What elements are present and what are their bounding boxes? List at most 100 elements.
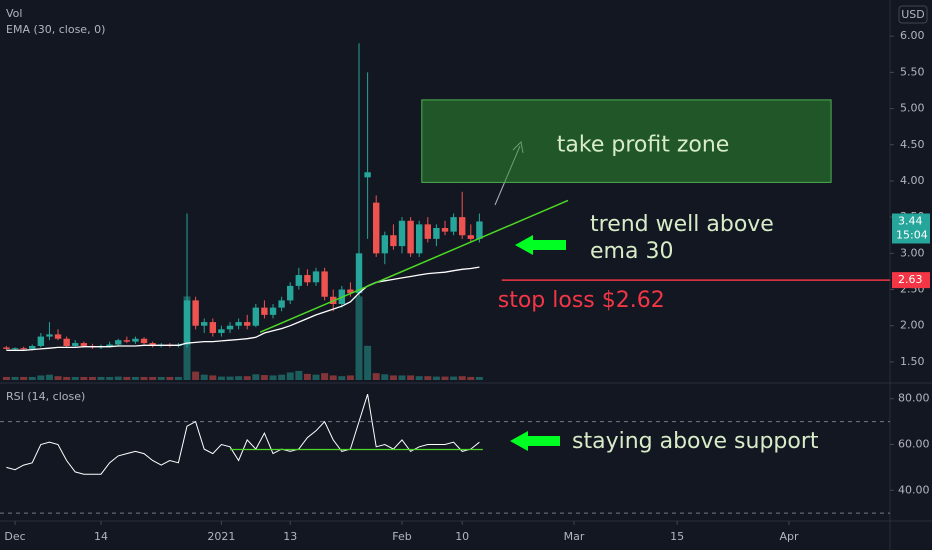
candle-body — [450, 217, 457, 232]
candle-body — [278, 300, 285, 308]
volume-bar — [243, 376, 251, 380]
y-tick-label: 3.00 — [900, 246, 925, 259]
candle-body — [458, 217, 466, 236]
candle-body — [364, 172, 371, 178]
ema-title: EMA (30, close, 0) — [6, 23, 105, 36]
volume-bar — [45, 374, 53, 380]
volume-bar — [63, 376, 71, 380]
candle-body — [347, 289, 354, 294]
candle-body — [312, 271, 320, 283]
volume-bar — [381, 374, 389, 380]
ema-line — [6, 266, 480, 351]
volume-bar — [346, 375, 354, 380]
volume-bar — [312, 374, 320, 380]
volume-bar — [286, 372, 294, 380]
volume-bar — [372, 373, 380, 380]
volume-bar — [432, 376, 440, 380]
volume-bar — [235, 376, 243, 380]
candle-body — [192, 300, 199, 326]
candle-body — [209, 322, 217, 333]
candle-body — [373, 202, 380, 254]
volume-bar — [37, 375, 45, 380]
candle-body — [11, 348, 19, 350]
volume-bar — [80, 376, 88, 380]
volume-bar — [252, 374, 260, 380]
take-profit-zone — [421, 99, 832, 183]
volume-bar — [174, 376, 182, 380]
candle-body — [29, 345, 36, 349]
x-tick-label: 10 — [455, 530, 469, 543]
candle-body — [381, 235, 389, 254]
x-tick-label: Apr — [779, 530, 799, 543]
candle-body — [72, 343, 79, 346]
volume-bar — [192, 371, 200, 380]
volume-bar — [389, 375, 397, 380]
candle-body — [183, 300, 191, 345]
x-tick-label: 15 — [670, 530, 684, 543]
candle-body — [304, 275, 311, 283]
candle-body — [106, 344, 113, 346]
candle-body — [476, 221, 483, 239]
x-tick-label: 13 — [283, 530, 297, 543]
y-tick-label: 2.00 — [900, 319, 925, 332]
stop-badge-label: 2.63 — [898, 273, 923, 286]
volume-bar — [303, 373, 311, 380]
volume-bar — [458, 376, 466, 380]
candle-body — [433, 228, 440, 239]
volume-bar — [11, 376, 19, 380]
candle-body — [269, 307, 277, 315]
currency-box[interactable] — [898, 5, 928, 24]
volume-bar — [140, 376, 148, 380]
volume-bar — [166, 376, 174, 380]
volume-bar — [20, 376, 28, 380]
candle-body — [355, 253, 363, 294]
volume-bar — [407, 375, 415, 380]
volume-bar — [157, 376, 165, 380]
volume-bar — [269, 375, 277, 380]
volume-bar — [106, 376, 114, 380]
candle-body — [244, 322, 251, 326]
candle-body — [123, 340, 131, 342]
volume-bar — [226, 376, 234, 380]
volume-bar — [71, 376, 79, 380]
trendline — [259, 199, 569, 333]
trend-label: ema 30 — [590, 239, 673, 264]
candle-body — [20, 348, 27, 350]
volume-bar — [88, 376, 96, 380]
volume-bar — [398, 375, 406, 380]
volume-bar — [54, 376, 62, 380]
x-tick-label: Feb — [392, 530, 411, 543]
volume-bar — [355, 296, 363, 380]
volume-bar — [441, 376, 449, 380]
candle-body — [115, 340, 122, 345]
candle-body — [46, 334, 53, 337]
arrow-support — [510, 431, 560, 451]
support-label: staying above support — [572, 429, 819, 454]
candle-body — [287, 285, 294, 301]
volume-bar — [260, 375, 268, 380]
candle-body — [3, 347, 10, 349]
volume-bar — [28, 376, 36, 380]
x-tick-label: Dec — [4, 530, 25, 543]
x-tick-label: Mar — [564, 530, 585, 543]
volume-bar — [295, 370, 303, 380]
candle-body — [149, 343, 156, 346]
candle-body — [235, 322, 242, 326]
candle-body — [295, 275, 303, 286]
volume-bar — [217, 376, 225, 380]
x-tick-label: 2021 — [207, 530, 235, 543]
countdown: 15:04 — [896, 228, 928, 241]
volume-bar — [131, 376, 139, 380]
candle-body — [132, 338, 139, 342]
last-price-badge — [892, 213, 930, 244]
stop-badge — [892, 272, 930, 289]
volume-bar — [321, 373, 329, 380]
currency[interactable]: USD — [901, 8, 925, 21]
volume-bar — [209, 375, 217, 380]
y-tick-label: 6.00 — [900, 29, 925, 42]
y-tick-label: 5.50 — [900, 65, 925, 78]
volume-bar — [467, 376, 475, 380]
take-profit-label: take profit zone — [557, 132, 730, 157]
